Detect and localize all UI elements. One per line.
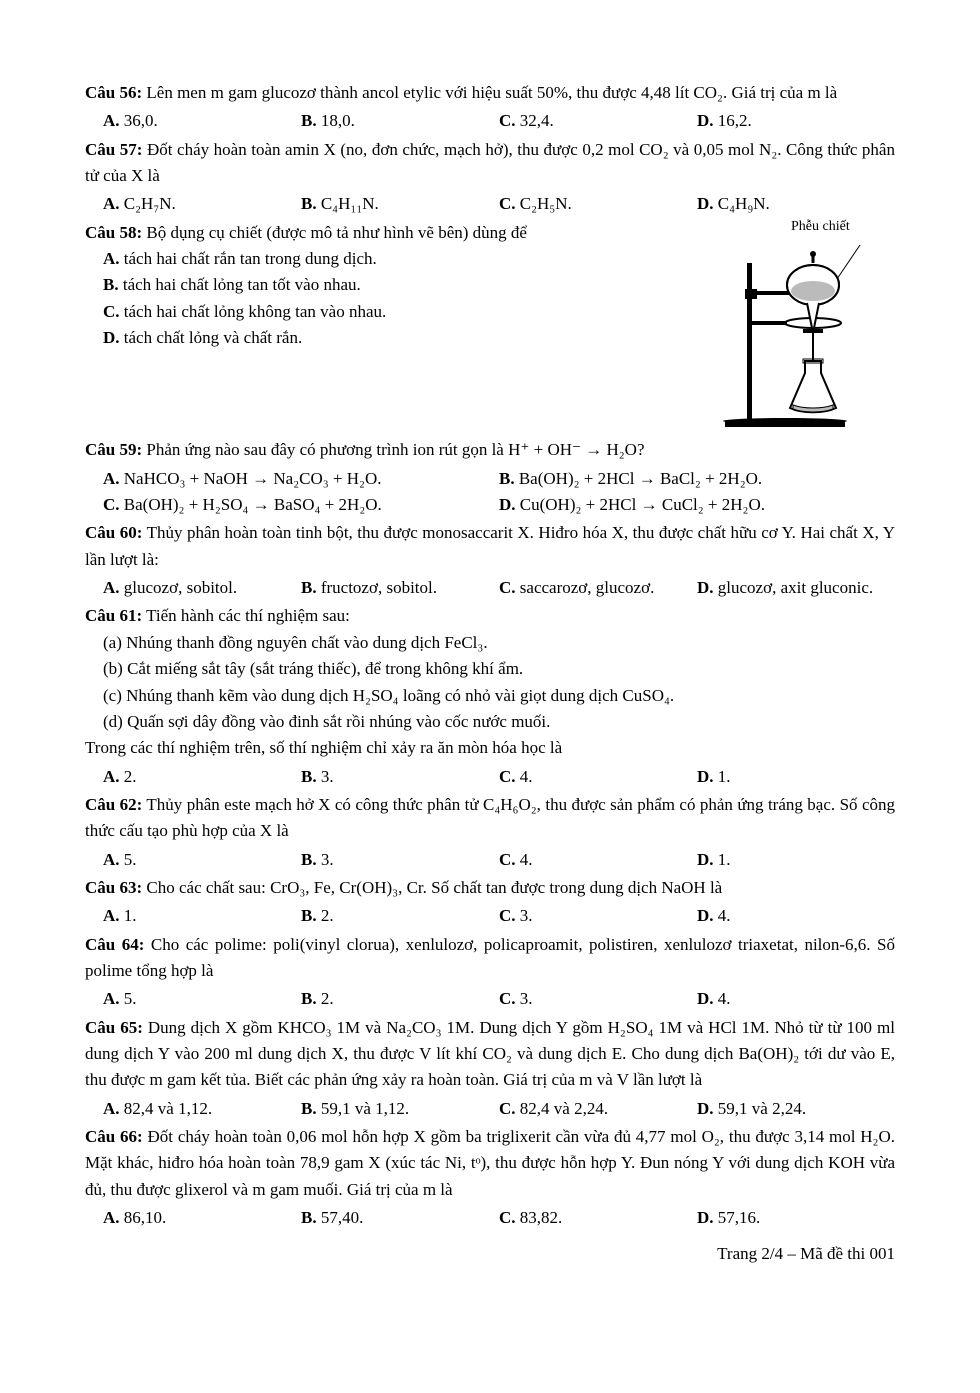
q63-opt-c: C. 3. [499,903,697,929]
q64-opt-b: B. 2. [301,986,499,1012]
q63-options: A. 1. B. 2. C. 3. D. 4. [103,903,895,929]
q61-line-b: (b) Cắt miếng sắt tây (sắt tráng thiếc),… [103,656,895,682]
question-64: Câu 64: Cho các polime: poli(vinyl cloru… [85,932,895,985]
q63-opt-b: B. 2. [301,903,499,929]
q60-text: Thủy phân hoàn toàn tinh bột, thu được m… [85,523,895,568]
q57-opt-c: C. C₂H₅N. [499,191,697,217]
q56-opt-b: B. 18,0. [301,108,499,134]
question-63: Câu 63: Cho các chất sau: CrO₃, Fe, Cr(O… [85,875,895,901]
q57-text: Đốt cháy hoàn toàn amin X (no, đơn chức,… [85,140,895,185]
q56-options: A. 36,0. B. 18,0. C. 32,4. D. 16,2. [103,108,895,134]
q61-opt-d: D. 1. [697,764,895,790]
q59-text: Phản ứng nào sau đây có phương trình ion… [142,440,644,459]
q62-opt-b: B. 3. [301,847,499,873]
q63-label: Câu 63: [85,878,142,897]
q63-opt-d: D. 4. [697,903,895,929]
q60-opt-a: A. glucozơ, sobitol. [103,575,301,601]
q58-text: Bộ dụng cụ chiết (được mô tả như hình vẽ… [142,223,527,242]
q66-label: Câu 66: [85,1127,143,1146]
q64-opt-c: C. 3. [499,986,697,1012]
q59-label: Câu 59: [85,440,142,459]
q61-line-a: (a) Nhúng thanh đồng nguyên chất vào dun… [103,630,895,656]
q66-opt-a: A. 86,10. [103,1205,301,1231]
question-62: Câu 62: Thủy phân este mạch hở X có công… [85,792,895,845]
q57-label: Câu 57: [85,140,142,159]
q61-opt-b: B. 3. [301,764,499,790]
separating-funnel-icon [695,233,895,433]
q62-opt-a: A. 5. [103,847,301,873]
q64-text: Cho các polime: poli(vinyl clorua), xenl… [85,935,895,980]
q59-opt-b: B. Ba(OH)₂ + 2HCl → BaCl₂ + 2H₂O. [499,466,895,492]
page-footer: Trang 2/4 – Mã đề thi 001 [85,1241,895,1267]
q56-label: Câu 56: [85,83,142,102]
question-56: Câu 56: Lên men m gam glucozơ thành anco… [85,80,895,106]
q64-opt-d: D. 4. [697,986,895,1012]
q58-label: Câu 58: [85,223,142,242]
q62-opt-c: C. 4. [499,847,697,873]
q61-text: Tiến hành các thí nghiệm sau: [142,606,350,625]
q63-text: Cho các chất sau: CrO₃, Fe, Cr(OH)₃, Cr.… [142,878,722,897]
q65-opt-d: D. 59,1 và 2,24. [697,1096,895,1122]
q56-opt-a: A. 36,0. [103,108,301,134]
q65-options: A. 82,4 và 1,12. B. 59,1 và 1,12. C. 82,… [103,1096,895,1122]
q63-opt-a: A. 1. [103,903,301,929]
q61-options: A. 2. B. 3. C. 4. D. 1. [103,764,895,790]
q62-text: Thủy phân este mạch hở X có công thức ph… [85,795,895,840]
q59-opt-d: D. Cu(OH)₂ + 2HCl → CuCl₂ + 2H₂O. [499,492,895,518]
q66-opt-b: B. 57,40. [301,1205,499,1231]
q56-text: Lên men m gam glucozơ thành ancol etylic… [142,83,837,102]
q65-opt-a: A. 82,4 và 1,12. [103,1096,301,1122]
q65-opt-c: C. 82,4 và 2,24. [499,1096,697,1122]
question-61: Câu 61: Tiến hành các thí nghiệm sau: [85,603,895,629]
q66-text: Đốt cháy hoàn toàn 0,06 mol hỗn hợp X gồ… [85,1127,895,1199]
question-66: Câu 66: Đốt cháy hoàn toàn 0,06 mol hỗn … [85,1124,895,1203]
question-57: Câu 57: Đốt cháy hoàn toàn amin X (no, đ… [85,137,895,190]
q57-opt-b: B. C₄H₁₁N. [301,191,499,217]
q60-opt-b: B. fructozơ, sobitol. [301,575,499,601]
q57-opt-a: A. C₂H₇N. [103,191,301,217]
q65-label: Câu 65: [85,1018,143,1037]
q62-options: A. 5. B. 3. C. 4. D. 1. [103,847,895,873]
q64-label: Câu 64: [85,935,144,954]
q60-label: Câu 60: [85,523,142,542]
q65-text: Dung dịch X gồm KHCO₃ 1M và Na₂CO₃ 1M. D… [85,1018,895,1090]
q61-opt-a: A. 2. [103,764,301,790]
q61-line-d: (d) Quấn sợi dây đồng vào đinh sắt rồi n… [103,709,895,735]
q61-label: Câu 61: [85,606,142,625]
q56-opt-d: D. 16,2. [697,108,895,134]
q58-figure: Phễu chiết [695,216,895,434]
question-59: Câu 59: Phản ứng nào sau đây có phương t… [85,437,895,463]
q61-line-c: (c) Nhúng thanh kẽm vào dung dịch H₂SO₄ … [103,683,895,709]
q59-opt-c: C. Ba(OH)₂ + H₂SO₄ → BaSO₄ + 2H₂O. [103,492,499,518]
q61-opt-c: C. 4. [499,764,697,790]
q57-options: A. C₂H₇N. B. C₄H₁₁N. C. C₂H₅N. D. C₄H₉N. [103,191,895,217]
q62-opt-d: D. 1. [697,847,895,873]
q64-opt-a: A. 5. [103,986,301,1012]
q56-opt-c: C. 32,4. [499,108,697,134]
q57-opt-d: D. C₄H₉N. [697,191,895,217]
q62-label: Câu 62: [85,795,142,814]
q59-options: A. NaHCO₃ + NaOH → Na₂CO₃ + H₂O. B. Ba(O… [103,466,895,519]
q60-opt-d: D. glucozơ, axit gluconic. [697,575,895,601]
q66-opt-c: C. 83,82. [499,1205,697,1231]
q60-options: A. glucozơ, sobitol. B. fructozơ, sobito… [103,575,895,601]
q60-opt-c: C. saccarozơ, glucozơ. [499,575,697,601]
q59-opt-a: A. NaHCO₃ + NaOH → Na₂CO₃ + H₂O. [103,466,499,492]
q61-tail: Trong các thí nghiệm trên, số thí nghiệm… [85,735,895,761]
question-60: Câu 60: Thủy phân hoàn toàn tinh bột, th… [85,520,895,573]
q64-options: A. 5. B. 2. C. 3. D. 4. [103,986,895,1012]
q65-opt-b: B. 59,1 và 1,12. [301,1096,499,1122]
q66-opt-d: D. 57,16. [697,1205,895,1231]
question-65: Câu 65: Dung dịch X gồm KHCO₃ 1M và Na₂C… [85,1015,895,1094]
q66-options: A. 86,10. B. 57,40. C. 83,82. D. 57,16. [103,1205,895,1231]
